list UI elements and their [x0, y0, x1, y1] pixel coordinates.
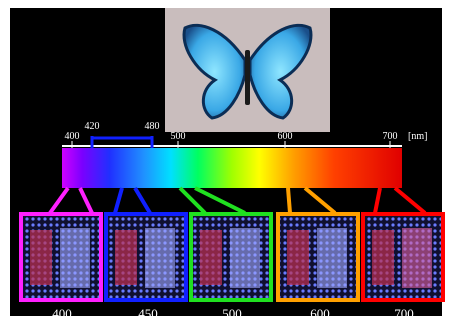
butterfly-photo: [165, 8, 330, 132]
scale-tick: 700: [383, 131, 398, 142]
range-label: 480: [145, 121, 160, 132]
panel-label: 700: [394, 306, 414, 321]
scale-unit: [nm]: [408, 131, 427, 142]
panels: [21, 214, 443, 300]
scale-tick: 600: [278, 131, 293, 142]
range-label: 420: [85, 121, 100, 132]
panel-label: 450: [138, 306, 158, 321]
spectrum-bar: [62, 148, 402, 188]
panel-label: 500: [222, 306, 242, 321]
panel-label: 600: [310, 306, 330, 321]
panel-label: 400: [52, 306, 72, 321]
scale-tick: 400: [65, 131, 80, 142]
figure: 400 500 600 700 [nm] 420 480: [0, 0, 452, 323]
scale-tick: 500: [171, 131, 186, 142]
